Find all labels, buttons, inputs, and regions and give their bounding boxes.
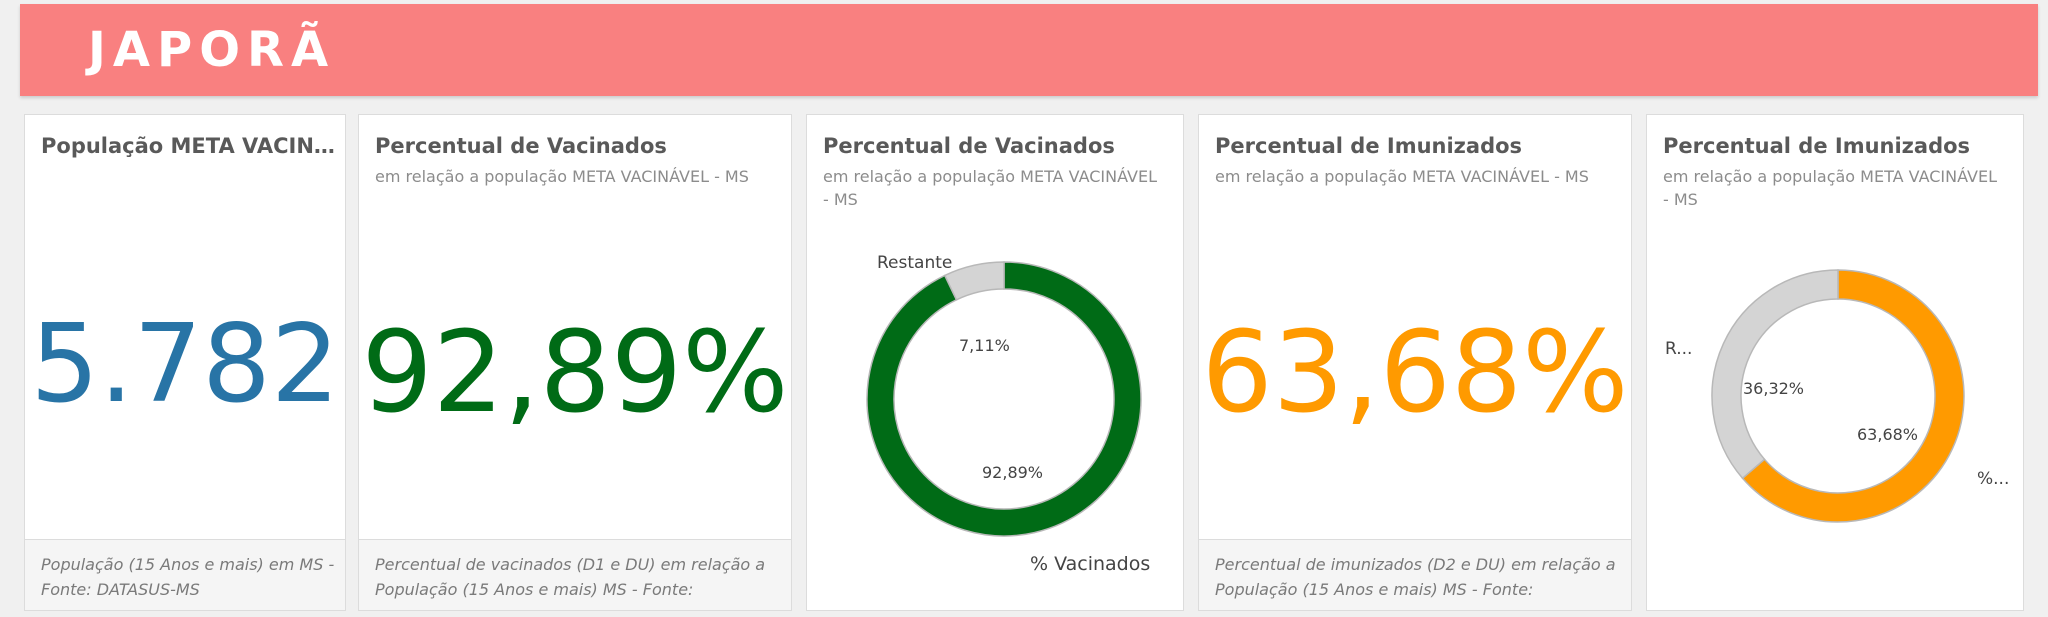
value-label-vaccinated: 92,89% [982, 463, 1044, 482]
value-label-remaining: 36,32% [1743, 379, 1805, 398]
card-subtitle: em relação a população META VACINÁVEL - … [1663, 167, 1997, 209]
kpi-card-population[interactable]: População META VACINÁVEL - MS 5.782 Popu… [24, 114, 346, 611]
category-label-immunized: %... [1977, 469, 2010, 489]
footer-text: População (15 Anos e mais) em MS - Fonte… [41, 555, 335, 599]
card-footer: População (15 Anos e mais) em MS - Fonte… [25, 539, 345, 610]
kpi-card-vaccinated[interactable]: Percentual de Vacinados em relação a pop… [358, 114, 792, 611]
footer-text: Percentual de imunizados (D2 e DU) em re… [1215, 555, 1616, 599]
donut-slice-restante[interactable] [943, 261, 1005, 301]
card-subtitle: em relação a população META VACINÁVEL - … [375, 167, 749, 186]
kpi-value: 63,68% [1201, 308, 1629, 438]
donut-slice-remaining[interactable] [1711, 269, 1839, 480]
category-label-restante: Restante [877, 253, 953, 273]
header-banner: JAPORÃ [20, 4, 2038, 96]
donut-card-vaccinated[interactable]: Percentual de Vacinados em relação a pop… [806, 114, 1184, 611]
category-label-remaining: R... [1665, 339, 1693, 359]
category-label-vaccinated: % Vacinados [1030, 553, 1151, 575]
kpi-value: 5.782 [30, 302, 340, 427]
card-footer: Percentual de imunizados (D2 e DU) em re… [1199, 539, 1631, 610]
donut-chart-vaccinated[interactable] [807, 115, 1184, 611]
value-label-restante: 7,11% [959, 336, 1010, 355]
donut-card-immunized[interactable]: Percentual de Imunizados em relação a po… [1646, 114, 2024, 611]
value-label-immunized: 63,68% [1857, 425, 1919, 444]
kpi-value: 92,89% [361, 308, 789, 438]
card-title: População META VACINÁVEL - MS [41, 134, 335, 158]
card-title: Percentual de Vacinados [375, 134, 667, 158]
donut-chart-immunized[interactable] [1647, 115, 2024, 611]
donut-slice-vaccinated[interactable] [866, 261, 1142, 537]
card-footer: Percentual de vacinados (D1 e DU) em rel… [359, 539, 791, 610]
footer-text: Percentual de vacinados (D1 e DU) em rel… [375, 555, 766, 599]
card-subtitle: em relação a população META VACINÁVEL - … [1215, 167, 1589, 186]
kpi-card-immunized[interactable]: Percentual de Imunizados em relação a po… [1198, 114, 1632, 611]
card-subtitle: em relação a população META VACINÁVEL - … [823, 167, 1157, 209]
donut-slice-immunized[interactable] [1741, 269, 1965, 523]
card-title: Percentual de Imunizados [1215, 134, 1523, 158]
page-title: JAPORÃ [88, 22, 336, 78]
